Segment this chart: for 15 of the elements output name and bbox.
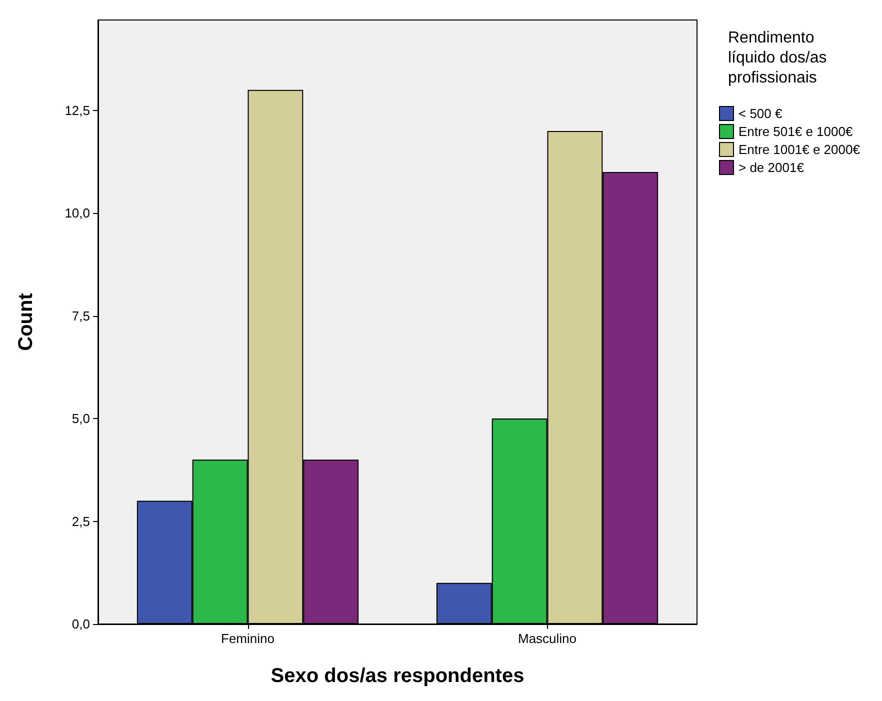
y-axis-title: Count — [15, 292, 37, 351]
y-tick-label: 12,5 — [64, 102, 90, 118]
legend-label: < 500 € — [738, 106, 784, 121]
y-tick-label: 2,5 — [72, 514, 90, 529]
x-tick-label: Feminino — [221, 631, 274, 646]
y-tick-label: 10,0 — [64, 206, 90, 221]
y-tick-label: 0,0 — [72, 616, 90, 632]
legend-label: > de 2001€ — [738, 160, 805, 175]
x-tick-label: Masculino — [518, 631, 577, 646]
legend-label: Entre 1001€ e 2000€ — [738, 142, 861, 157]
x-axis-title: Sexo dos/as respondentes — [270, 665, 524, 687]
legend-label: Entre 501€ e 1000€ — [738, 124, 854, 139]
y-tick-label: 5,0 — [72, 411, 90, 426]
legend-title: Rendimento líquido dos/as profissionais — [728, 30, 827, 86]
y-tick-label: 7,5 — [72, 308, 90, 324]
